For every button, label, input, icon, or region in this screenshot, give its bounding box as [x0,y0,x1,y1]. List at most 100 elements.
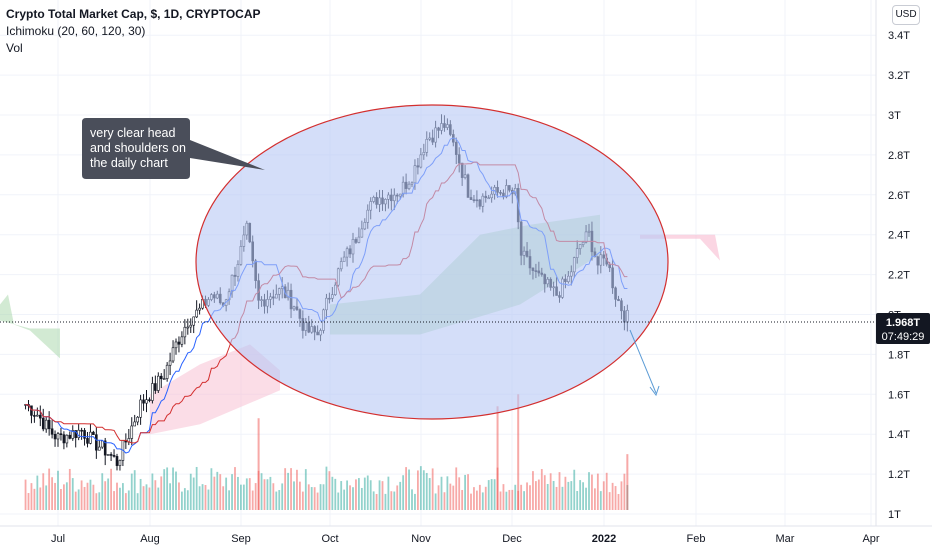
volume-bar [222,486,225,510]
projection-arrow[interactable] [629,329,660,397]
volume-bar [281,483,284,510]
volume-bar [570,481,573,510]
volume-bar [272,483,275,510]
volume-bar [60,489,62,510]
volume-bar [254,483,257,510]
candle-body [62,434,66,444]
volume-bar [552,480,555,510]
callout[interactable]: very clear head and shoulders on the dai… [82,118,265,179]
candle-body [112,455,116,457]
volume-bar [473,487,475,510]
volume-bar [561,486,564,510]
volume-bar [319,484,322,510]
volume-bar [263,479,266,510]
volume-bar [337,492,340,510]
volume-bar [434,493,437,510]
volume-bar [399,481,402,510]
candle-body [109,454,113,456]
volume-bar [440,476,443,510]
volume-bar [608,492,611,510]
volume-bar [54,482,56,510]
volume-bar [582,482,584,510]
candle-body [30,405,33,416]
candle-body [180,336,184,345]
volume-bar [240,484,242,510]
volume-bar [287,472,289,510]
volume-bar [71,478,74,510]
volume-bar [455,467,458,510]
y-tick-label: 2.4T [888,230,910,242]
volume-bar [234,467,236,510]
volume-bar [242,484,245,510]
volume-bar [464,474,466,510]
volume-bar [594,488,596,510]
candle-body [186,326,190,329]
volume-bar [104,481,107,510]
volume-bar [422,470,425,510]
candle-body [103,440,107,456]
indicator-label[interactable]: Ichimoku (20, 60, 120, 30) [6,24,146,38]
volume-bar [65,482,68,510]
volume-bar [325,466,328,510]
volume-bar [175,471,177,510]
volume-bar [331,476,334,510]
volume-bar [520,484,523,510]
callout-line-1: very clear head [90,126,176,140]
last-price-label: 1.968T 07:49:29 [0,313,930,344]
volume-bar [189,473,192,510]
volume-bar [74,491,77,510]
x-tick-label: Nov [411,533,431,545]
candle-body [198,307,201,311]
candle-body [38,414,42,419]
volume-bar [110,468,112,510]
volume-bar [363,477,366,510]
volume-bar [172,467,174,510]
volume-bar [166,467,169,510]
volume-bar [266,479,269,510]
volume-bar [113,491,115,510]
volume-bar [181,491,183,510]
candle-body [33,415,36,417]
candle-body [142,399,145,404]
volume-bar [296,469,298,510]
volume-bar [579,480,582,510]
volume-bar [523,491,525,510]
candle-body [95,434,98,451]
volume-bar [614,486,617,510]
volume-bar [213,476,216,510]
volume-bar [204,485,207,510]
volume-bar [183,488,186,510]
volume-bar [396,485,399,510]
candle-body [59,433,63,436]
candle-body [74,430,77,438]
volume-bar [378,480,381,510]
volume-bar [160,476,163,510]
volume-bar [591,474,593,510]
volume-label[interactable]: Vol [6,41,23,55]
candle-body [89,431,92,444]
currency-button[interactable]: USD [892,5,920,25]
volume-bar [304,469,307,510]
callout-line-2: and shoulders on [90,141,186,155]
volume-bar [33,488,36,510]
x-tick-label: Oct [321,533,338,545]
volume-bar [101,473,104,510]
head-and-shoulders-ellipse[interactable] [195,104,669,420]
volume-bar [529,485,531,510]
candle-body [171,347,175,362]
volume-bar [201,484,204,510]
volume-bar [63,484,65,510]
x-tick-label: Feb [687,533,706,545]
volume-bar [122,483,124,510]
volume-bar [514,484,517,510]
volume-bar [484,486,487,510]
drawing-overlays: very clear head and shoulders on the dai… [82,104,669,420]
volume-bar [95,493,98,510]
candle-body [151,383,154,401]
volume-bar [567,481,570,510]
volume-bar [546,483,549,510]
cloud-red [150,344,280,435]
symbol-title[interactable]: Crypto Total Market Cap, $, 1D, CRYPTOCA… [6,7,261,21]
y-tick-label: 2.8T [888,150,910,162]
